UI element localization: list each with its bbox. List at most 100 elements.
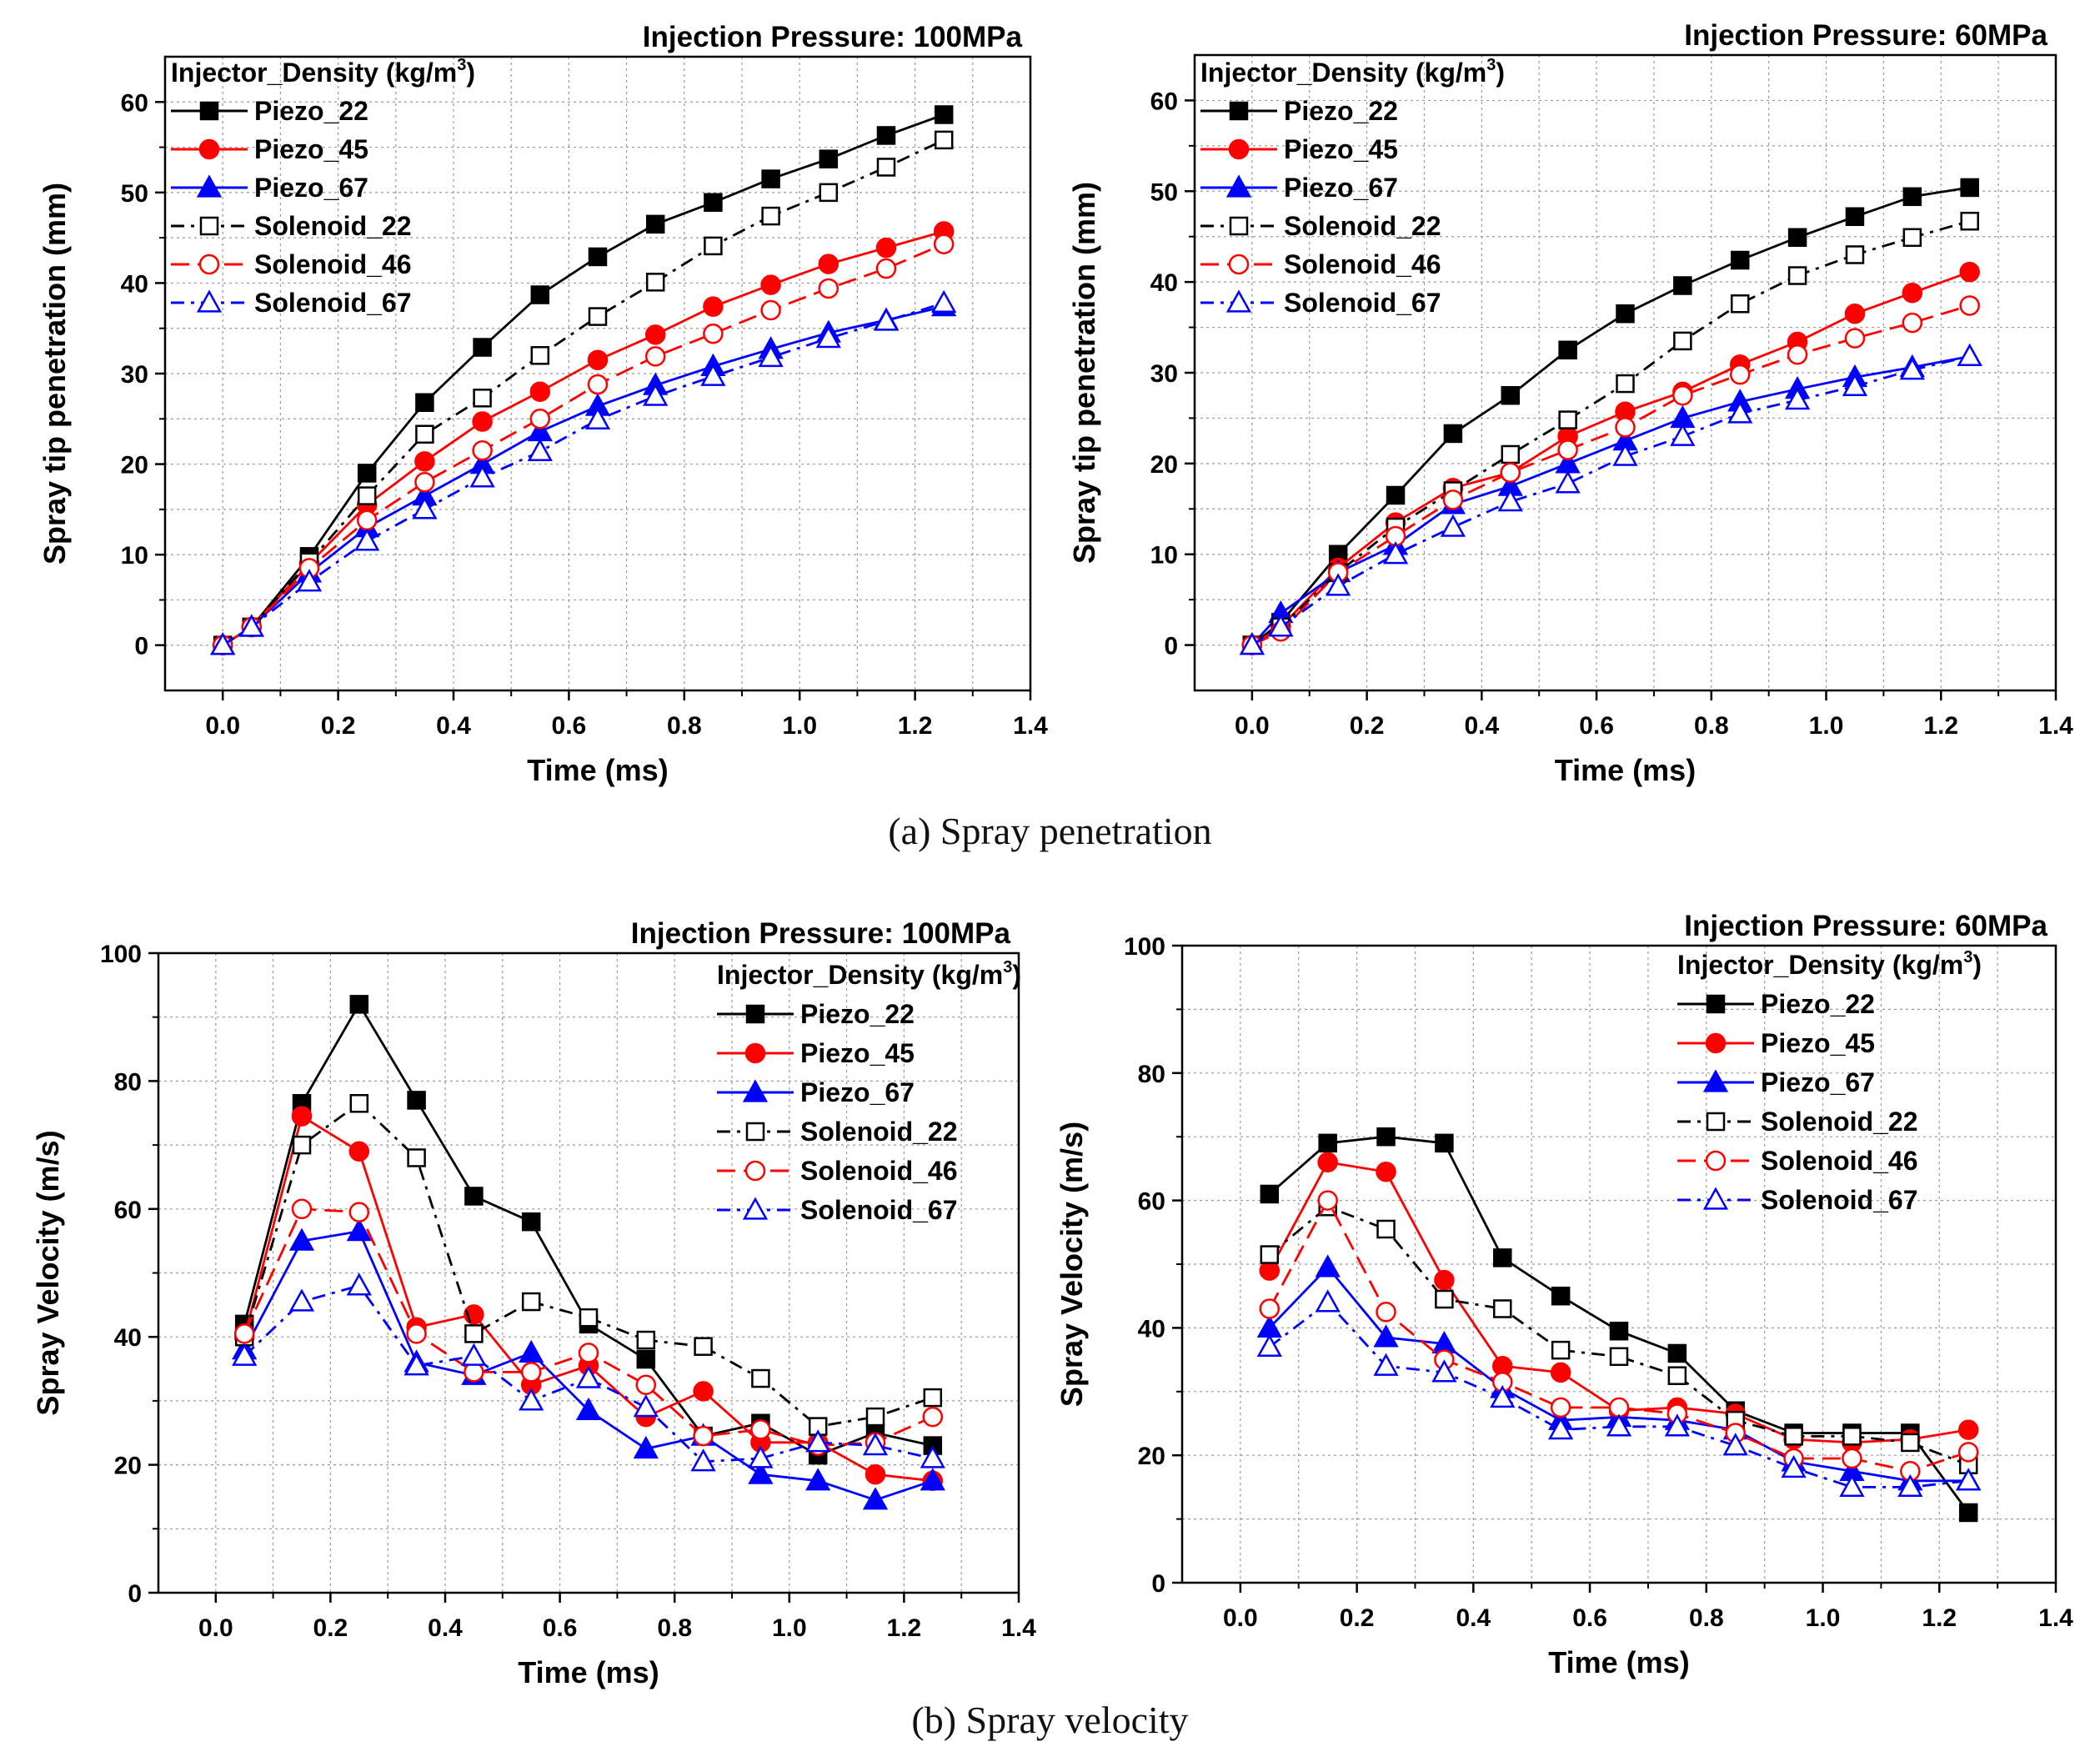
- y-tick-label: 60: [1138, 1188, 1165, 1216]
- data-point: [694, 1337, 713, 1356]
- legend-label: Solenoid_46: [1284, 249, 1441, 279]
- y-tick-label: 100: [100, 941, 142, 968]
- data-point: [1787, 266, 1807, 285]
- data-point: [1839, 1473, 1865, 1498]
- legend-label: Piezo_45: [254, 134, 368, 164]
- x-tick-label: 1.4: [2038, 1604, 2073, 1632]
- x-tick-label: 0.8: [1689, 1604, 1724, 1632]
- series-line: [1251, 270, 1971, 646]
- data-point: [644, 324, 666, 345]
- data-point: [1550, 1397, 1571, 1418]
- data-point: [1555, 470, 1581, 494]
- legend-label: Solenoid_46: [800, 1156, 958, 1186]
- data-point: [348, 1202, 370, 1222]
- y-tick-label: 10: [1150, 542, 1178, 570]
- data-point: [703, 323, 724, 344]
- data-point: [292, 1135, 312, 1155]
- x-tick-label: 0.4: [1456, 1604, 1491, 1632]
- x-tick-label: 1.2: [1922, 1604, 1957, 1632]
- data-point: [520, 1362, 542, 1383]
- y-tick-label: 50: [121, 180, 148, 208]
- data-point: [819, 149, 839, 168]
- data-point: [1260, 1184, 1280, 1204]
- data-point: [633, 1393, 659, 1418]
- data-point: [579, 1308, 599, 1328]
- series-solenoid_67: [210, 289, 957, 655]
- data-point: [1612, 443, 1638, 466]
- data-point: [1443, 424, 1463, 444]
- data-point: [472, 440, 493, 461]
- data-point: [415, 424, 434, 444]
- data-point: [296, 569, 323, 592]
- legend-marker: [742, 1197, 769, 1220]
- data-point: [1959, 261, 1980, 283]
- data-point: [1664, 1413, 1690, 1437]
- chart-velocity-60mpa: 0.0 0.2 0.4 0.6 0.8 1.0 1.2 1.4 0 20 40 60 80 100 Time…: [1055, 910, 2073, 1679]
- data-point: [473, 389, 492, 408]
- legend-label: Solenoid_22: [1284, 211, 1441, 241]
- data-point: [472, 411, 493, 432]
- x-tick-label: 0.6: [543, 1614, 578, 1642]
- data-point: [1845, 245, 1865, 264]
- y-axis-title: Spray Velocity (m/s): [31, 1130, 65, 1415]
- data-point: [1609, 1321, 1629, 1341]
- y-tick-label: 60: [114, 1197, 142, 1224]
- data-point: [1558, 410, 1577, 429]
- data-point: [922, 1406, 944, 1428]
- data-point: [1957, 343, 1982, 367]
- data-point: [805, 1429, 831, 1453]
- data-point: [645, 214, 665, 234]
- series-line: [222, 243, 945, 646]
- data-point: [876, 158, 896, 177]
- legend-title: Injector_Density (kg/m3): [1677, 948, 1982, 980]
- x-tick-label: 1.0: [1806, 1604, 1841, 1632]
- data-point: [1901, 1433, 1920, 1453]
- data-point: [1550, 1362, 1571, 1383]
- data-point: [645, 273, 665, 292]
- data-point: [1376, 1161, 1396, 1182]
- x-tick-label: 0.6: [1572, 1604, 1607, 1632]
- data-point: [1957, 1442, 1979, 1463]
- legend-marker: [745, 1122, 765, 1142]
- y-tick-label: 20: [121, 452, 148, 479]
- data-point: [357, 464, 377, 483]
- x-tick-label: 0.4: [436, 712, 471, 740]
- x-tick-label: 0.2: [321, 712, 356, 740]
- legend-label: Piezo_67: [1284, 173, 1398, 203]
- x-tick-label: 0.4: [1464, 712, 1499, 740]
- legend-label: Piezo_45: [800, 1038, 915, 1068]
- legend-marker: [1706, 994, 1726, 1014]
- data-point: [1500, 462, 1521, 483]
- data-point: [469, 464, 495, 488]
- legend-marker: [1228, 254, 1250, 275]
- data-point: [527, 438, 553, 462]
- data-point: [1616, 304, 1635, 324]
- legend-label: Solenoid_46: [1761, 1146, 1918, 1176]
- x-tick-label: 1.4: [1013, 712, 1048, 740]
- legend-label: Piezo_45: [1284, 134, 1398, 164]
- legend-label: Piezo_67: [1761, 1067, 1875, 1097]
- data-point: [461, 1343, 487, 1366]
- data-point: [1845, 207, 1865, 227]
- data-point: [1730, 294, 1750, 314]
- legend: Injector_Density (kg/m3) Piezo_22 Piezo_45…: [171, 56, 475, 318]
- legend-title: Injector_Density (kg/m3): [717, 958, 1021, 990]
- data-point: [1493, 1248, 1512, 1268]
- data-point: [1667, 1343, 1687, 1363]
- data-point: [1956, 1468, 1982, 1491]
- data-point: [761, 169, 780, 188]
- y-tick-label: 0: [134, 633, 148, 660]
- legend-marker: [196, 289, 223, 313]
- legend-marker: [742, 1079, 769, 1102]
- y-tick-label: 20: [114, 1453, 142, 1480]
- series-piezo_67: [1256, 1254, 1982, 1491]
- legend-marker: [1705, 1032, 1727, 1054]
- y-tick-label: 40: [121, 270, 148, 298]
- data-point: [1317, 1152, 1338, 1173]
- chart-penetration-100mpa: 0.0 0.2 0.4 0.6 0.8 1.0 1.2 1.4 0 10 20 30 40 50 60 Tim…: [38, 21, 1048, 787]
- x-tick-label: 0.2: [313, 1614, 348, 1642]
- legend: Injector_Density (kg/m3) Piezo_22 Piezo_45…: [1200, 56, 1505, 318]
- data-point: [1902, 187, 1922, 207]
- x-axis-title: Time (ms): [1555, 753, 1696, 787]
- legend-marker: [1705, 1150, 1727, 1172]
